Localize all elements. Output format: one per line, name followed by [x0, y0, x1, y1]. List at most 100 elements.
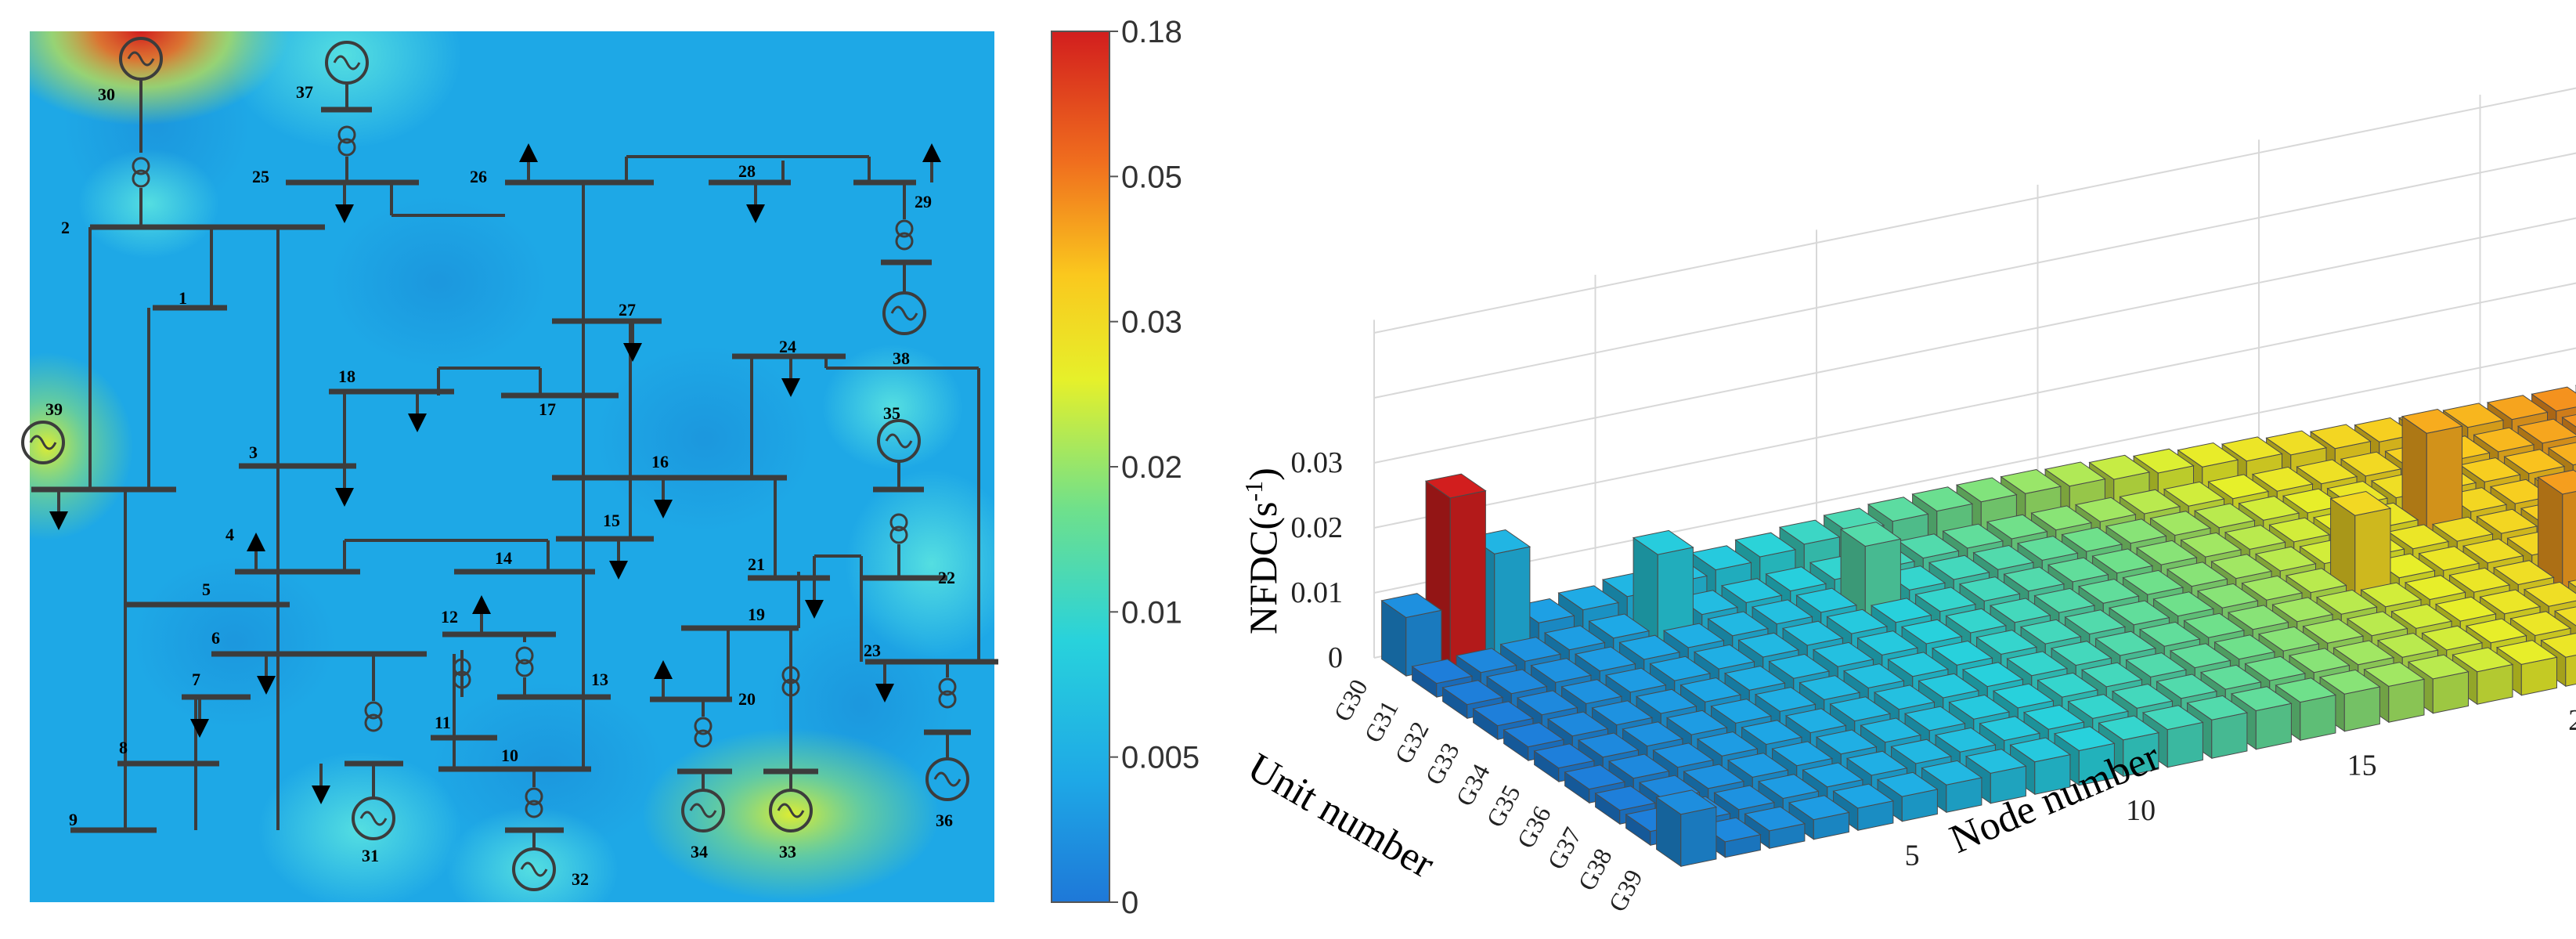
- bar-top: [2296, 459, 2358, 485]
- load-arrow-icon: [335, 488, 354, 507]
- bar-top: [2138, 621, 2201, 647]
- load-arrow-icon: [335, 204, 354, 223]
- bus-label-22: 22: [938, 568, 955, 587]
- bus-label-7: 7: [192, 670, 200, 689]
- bar-top: [1914, 587, 1977, 612]
- bus-label-12: 12: [441, 607, 458, 627]
- bar-top: [2516, 418, 2576, 444]
- bar-top: [2561, 414, 2576, 428]
- bar-top: [1411, 659, 1474, 684]
- bar-top: [2009, 737, 2072, 763]
- bar-top: [1560, 679, 1623, 705]
- bar-top: [1867, 497, 1929, 522]
- bar-top: [2244, 655, 2307, 681]
- load-arrow-icon: [519, 143, 538, 162]
- bar-top: [1713, 785, 1776, 811]
- hotspot-bus-32: [446, 807, 619, 902]
- bar-top: [2553, 606, 2576, 627]
- load-arrow-icon: [472, 595, 491, 614]
- bar-top: [1707, 611, 1770, 637]
- gridline: [1373, 347, 2576, 594]
- bar-front: [1449, 489, 1486, 668]
- bar-top: [1744, 806, 1806, 832]
- bar-top: [2271, 597, 2334, 623]
- bar-top: [2329, 490, 2392, 516]
- bar-top: [1992, 683, 2055, 709]
- bar-top: [2257, 626, 2320, 652]
- gen-label-37: 37: [296, 82, 313, 102]
- bus-label-28: 28: [738, 161, 756, 181]
- bar-top: [2207, 474, 2270, 500]
- bus-label-20: 20: [738, 689, 756, 709]
- bar-top: [2537, 469, 2576, 495]
- bar-top: [1441, 680, 1504, 706]
- bar-top: [1873, 684, 1936, 710]
- bar-top: [1737, 632, 1800, 658]
- bar-top: [2125, 652, 2188, 677]
- bar-top: [2152, 591, 2215, 617]
- bar-top: [1918, 673, 1980, 699]
- bar-top: [1781, 620, 1844, 646]
- transformer-icon: [889, 525, 908, 544]
- gen-label-33: 33: [779, 842, 796, 861]
- bar-top: [2003, 566, 2065, 592]
- bar3d-chart: 00.010.020.03510152025G30G31G32G33G34G35…: [1239, 87, 2576, 916]
- z-tick-label: 0.03: [1291, 446, 1344, 479]
- bus-label-27: 27: [619, 300, 636, 320]
- bar-top: [2540, 633, 2576, 658]
- bar-top: [2091, 548, 2154, 574]
- bar-top: [1516, 690, 1578, 716]
- bus-label-2: 2: [61, 218, 70, 237]
- bar-top: [2077, 578, 2140, 604]
- bar-top: [1948, 694, 2011, 720]
- bar-top: [1577, 732, 1640, 758]
- bar-top: [1799, 675, 1861, 700]
- bar-top: [2067, 694, 2130, 719]
- bar-top: [1485, 669, 1548, 695]
- bar-top: [1693, 644, 1755, 670]
- transformer-icon: [515, 659, 534, 677]
- colorbar-tick-label: 0.03: [1121, 305, 1182, 340]
- x-tick-label: 5: [1905, 839, 1920, 872]
- generator-wave-icon: [777, 803, 805, 818]
- bar: [1655, 789, 1718, 868]
- bar-top: [1472, 701, 1535, 727]
- bar-top: [2407, 654, 2470, 680]
- bar-top: [2044, 461, 2106, 487]
- bar-front: [2343, 686, 2380, 732]
- y-tick-label: G39: [1603, 865, 1648, 916]
- bar-top: [2492, 560, 2555, 586]
- hotspot-bus-37: [227, 31, 462, 149]
- transformer-icon: [938, 677, 957, 696]
- z-tick-label: 0: [1328, 641, 1343, 674]
- bar-top: [1890, 739, 1953, 764]
- bus-label-9: 9: [69, 810, 78, 829]
- bar-top: [1530, 658, 1593, 683]
- bar-top: [2074, 497, 2137, 522]
- bar-top: [1942, 523, 2004, 549]
- bar-top: [1921, 760, 1983, 786]
- bar-top: [2122, 569, 2185, 595]
- bar-top: [1876, 771, 1939, 797]
- bus-label-18: 18: [338, 367, 355, 386]
- load-arrow-icon: [805, 600, 824, 619]
- bar-top: [2479, 589, 2542, 615]
- bar-top: [1958, 576, 2021, 601]
- bar-top: [2166, 562, 2228, 587]
- bar-top: [2177, 442, 2239, 468]
- bar-top: [2230, 686, 2293, 712]
- transformer-icon: [132, 169, 150, 188]
- bar-top: [2503, 449, 2566, 475]
- bus-label-23: 23: [864, 641, 881, 660]
- colorbar-tick-label: 0.05: [1121, 160, 1182, 194]
- heatmap-blobs: [30, 31, 994, 902]
- generator-wave-icon: [333, 55, 361, 70]
- bar-top: [2163, 481, 2225, 507]
- bar-top: [2404, 575, 2466, 601]
- bar-top: [2459, 457, 2521, 482]
- bar-top: [2309, 424, 2372, 450]
- bus-label-10: 10: [501, 746, 518, 765]
- bar-top: [1945, 608, 2008, 634]
- x-tick-label: 20: [2568, 704, 2576, 737]
- load-arrow-icon: [408, 414, 427, 432]
